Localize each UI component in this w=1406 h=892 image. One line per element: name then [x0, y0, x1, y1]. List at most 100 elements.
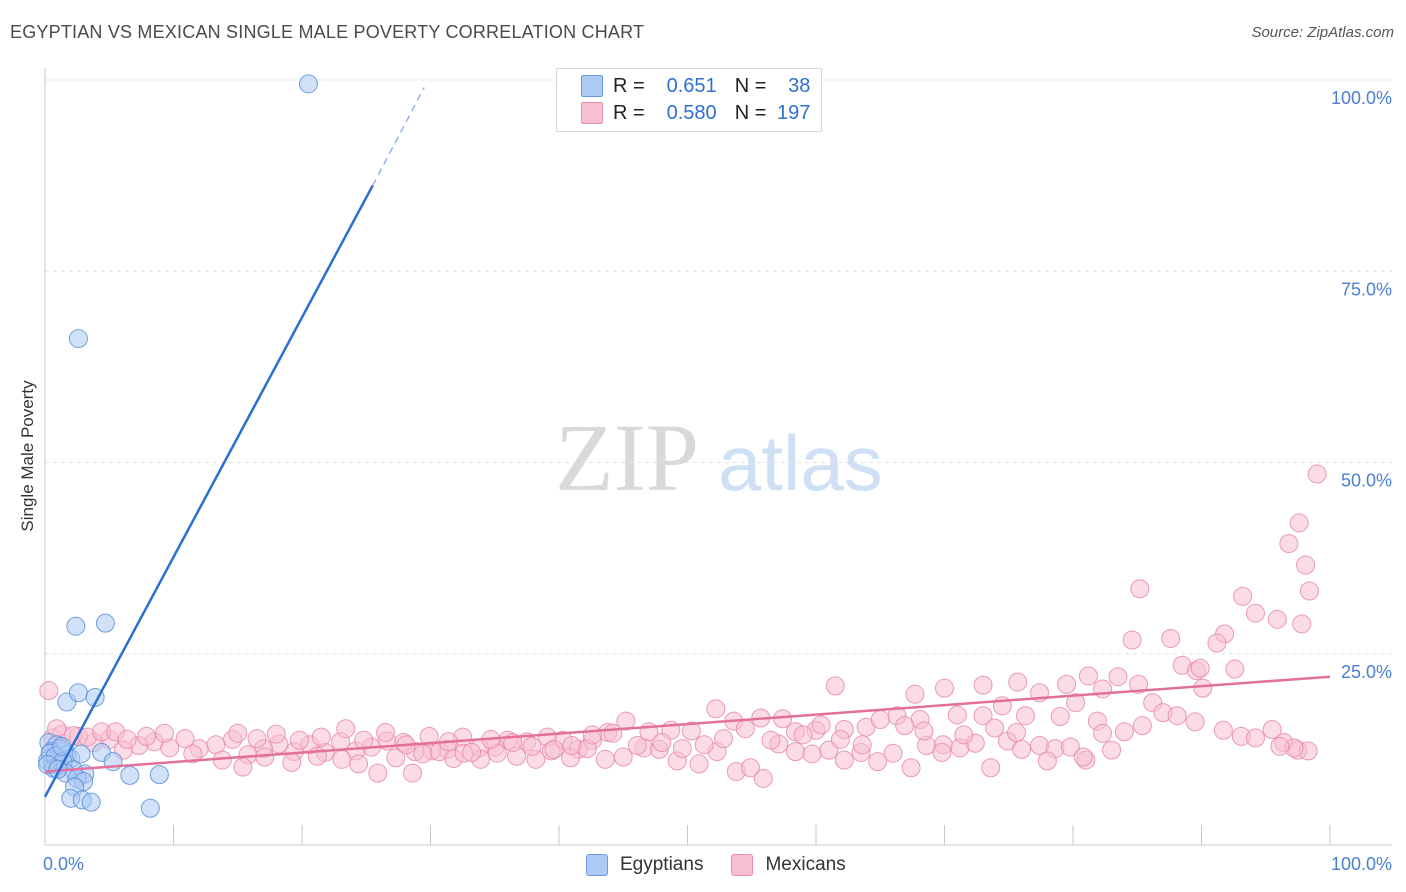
mexican-point	[883, 743, 903, 763]
mexican-point	[311, 727, 331, 747]
mexican-point	[1307, 464, 1327, 484]
chart-title: EGYPTIAN VS MEXICAN SINGLE MALE POVERTY …	[10, 22, 645, 42]
legend-swatch-mexicans	[581, 102, 603, 124]
legend-r-label: R =	[613, 74, 645, 97]
legend-r-label: R =	[613, 101, 645, 124]
mexican-point	[830, 729, 850, 749]
mexican-point	[544, 739, 564, 759]
mexican-point	[1037, 751, 1057, 771]
series-legend: Egyptians Mexicans	[586, 852, 874, 878]
egyptian-point	[149, 765, 169, 785]
y-tick-label: 75.0%	[1341, 279, 1392, 299]
mexican-point	[1267, 609, 1287, 629]
x-tick-label-max: 100.0%	[1331, 854, 1392, 874]
mexicans-trend-line	[44, 675, 1331, 773]
mexican-point	[793, 725, 813, 745]
mexican-point	[895, 716, 915, 736]
mexican-point	[562, 736, 582, 756]
mexican-point	[901, 758, 921, 778]
mexican-point	[175, 729, 195, 749]
mexican-point	[1193, 678, 1213, 698]
egyptian-point	[71, 744, 91, 764]
mexican-point	[825, 676, 845, 696]
mexican-point	[403, 763, 423, 783]
mexican-point	[932, 742, 952, 762]
mexican-point	[1270, 736, 1290, 756]
egyptians-points	[38, 74, 318, 818]
mexican-point	[672, 739, 692, 759]
legend-item-egyptians[interactable]: Egyptians	[586, 854, 703, 876]
egyptian-point	[140, 798, 160, 818]
mexican-point	[595, 749, 615, 769]
mexican-point	[462, 742, 482, 762]
mexican-point	[117, 729, 137, 749]
mexican-point	[1093, 679, 1113, 699]
mexican-point	[905, 684, 925, 704]
egyptians-trend-line	[43, 184, 374, 798]
mexican-point	[740, 758, 760, 778]
mexican-point	[386, 748, 406, 768]
mexican-point	[1245, 728, 1265, 748]
egyptians-label: Egyptians	[620, 854, 704, 875]
mexican-point	[336, 719, 356, 739]
mexican-point	[282, 752, 302, 772]
mexican-point	[681, 721, 701, 741]
legend-row-mexicans: R = 0.580 N = 197	[581, 101, 811, 125]
mexican-point	[935, 678, 954, 698]
egyptian-point	[66, 616, 86, 636]
mexican-point	[973, 675, 993, 695]
mexican-point	[1132, 716, 1152, 736]
mexican-point	[247, 729, 267, 749]
mexican-point	[376, 723, 396, 743]
y-tick-label: 100.0%	[1331, 88, 1392, 108]
mexican-point	[1012, 739, 1032, 759]
mexican-point	[713, 729, 733, 749]
mexican-point	[39, 680, 59, 700]
mexican-point	[289, 730, 309, 750]
trend-lines	[43, 87, 1331, 798]
mexican-point	[954, 725, 974, 745]
mexican-point	[811, 715, 831, 735]
mexican-point	[1190, 658, 1210, 678]
axes	[44, 68, 1392, 846]
mexican-point	[1262, 719, 1282, 739]
mexican-point	[1185, 712, 1205, 732]
mexican-point	[627, 736, 647, 756]
legend-swatch-egyptians	[581, 75, 603, 97]
mexican-point	[1279, 534, 1299, 554]
mexican-point	[233, 757, 253, 777]
mexican-point	[1296, 555, 1316, 575]
mexican-point	[868, 752, 888, 772]
legend-n-value: 38	[788, 74, 811, 97]
mexican-point	[694, 735, 714, 755]
egyptians-trend-extension	[372, 87, 425, 186]
mexican-point	[1066, 693, 1086, 713]
mexican-point	[1245, 603, 1265, 623]
legend-item-mexicans[interactable]: Mexicans	[731, 854, 846, 876]
egyptians-swatch	[586, 854, 608, 876]
mexican-point	[1078, 666, 1098, 686]
x-tick-label-min: 0.0%	[43, 854, 84, 874]
egyptian-point	[81, 792, 101, 812]
legend-n-value: 197	[777, 101, 811, 124]
mexican-point	[332, 749, 352, 769]
mexican-point	[1207, 633, 1227, 653]
mexican-point	[137, 726, 157, 746]
source-label: Source: ZipAtlas.com	[1251, 24, 1394, 41]
mexican-point	[1108, 667, 1128, 687]
legend-r-value: 0.580	[666, 101, 717, 124]
mexicans-label: Mexicans	[765, 854, 846, 875]
y-tick-label: 50.0%	[1341, 471, 1392, 491]
egyptian-point	[68, 683, 88, 703]
mexican-point	[603, 723, 623, 743]
mexican-point	[1129, 674, 1149, 694]
mexican-point	[706, 699, 726, 719]
mexican-point	[1006, 723, 1026, 743]
mexican-point	[155, 723, 175, 743]
mexican-point	[802, 744, 822, 764]
mexican-point	[753, 768, 773, 788]
mexican-point	[582, 725, 602, 745]
mexican-point	[870, 710, 890, 730]
mexican-point	[1015, 706, 1035, 726]
